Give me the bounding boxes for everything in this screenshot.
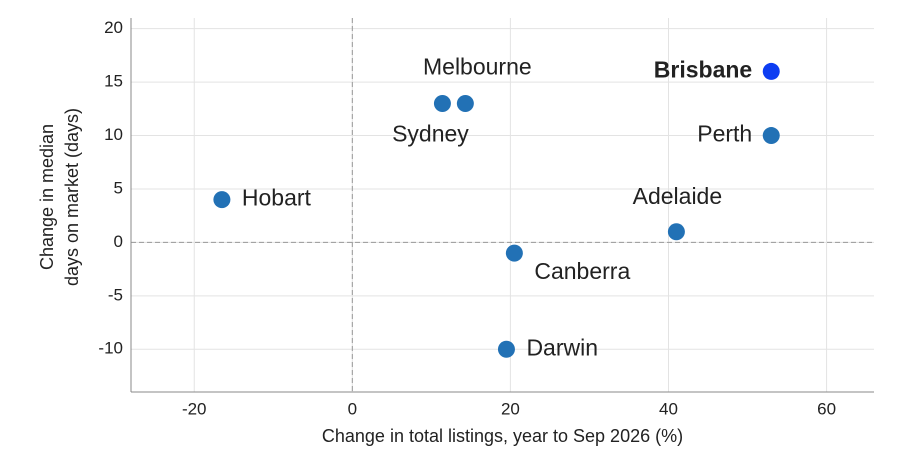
x-axis-label: Change in total listings, year to Sep 20… <box>322 426 683 446</box>
point-label: Brisbane <box>654 57 752 83</box>
x-tick-label: 20 <box>501 399 520 418</box>
x-tick-label: 40 <box>659 399 678 418</box>
point-label: Melbourne <box>423 54 532 80</box>
point <box>213 191 231 209</box>
point <box>497 340 515 358</box>
point <box>456 94 474 112</box>
point-label: Perth <box>697 121 752 147</box>
point <box>762 127 780 145</box>
x-tick-label: 0 <box>348 399 357 418</box>
y-tick-label: 0 <box>114 232 123 251</box>
y-tick-label: 10 <box>104 125 123 144</box>
point-label: Darwin <box>526 334 598 360</box>
y-tick-label: 15 <box>104 72 123 91</box>
point-label: Sydney <box>392 121 469 147</box>
point <box>505 244 523 262</box>
point-label: Hobart <box>242 185 312 211</box>
point <box>667 223 685 241</box>
x-tick-label: 60 <box>817 399 836 418</box>
point-label: Canberra <box>534 258 630 284</box>
point <box>762 62 780 80</box>
y-tick-label: 5 <box>114 178 123 197</box>
y-tick-label: -10 <box>98 339 123 358</box>
x-tick-label: -20 <box>182 399 207 418</box>
point-label: Adelaide <box>633 183 723 209</box>
point <box>433 94 451 112</box>
y-tick-label: -5 <box>108 285 123 304</box>
y-tick-label: 20 <box>104 18 123 37</box>
y-axis-label: Change in median <box>37 124 57 270</box>
y-axis-label: days on market (days) <box>62 108 82 286</box>
